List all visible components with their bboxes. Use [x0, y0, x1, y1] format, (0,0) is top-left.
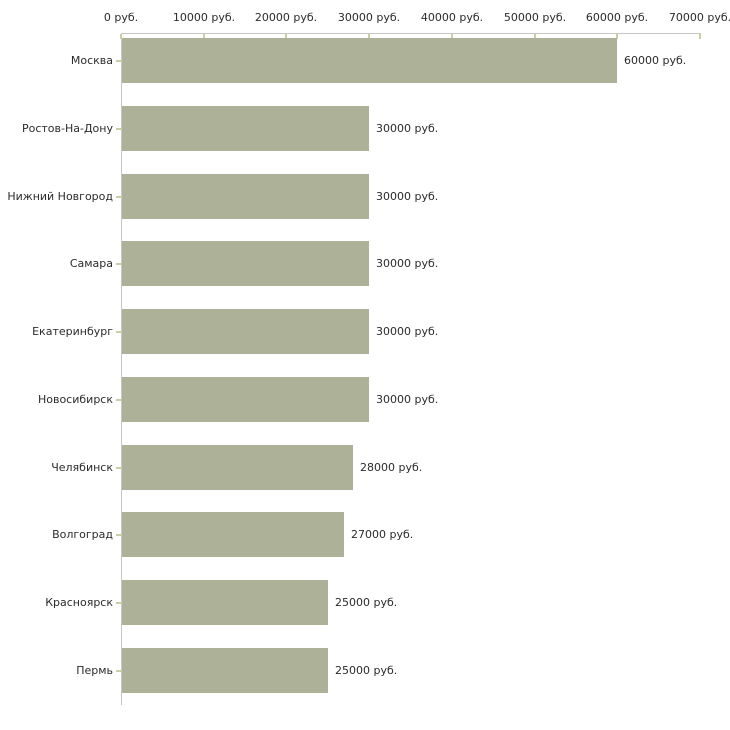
bar: [122, 445, 353, 490]
bar-value-label: 30000 руб.: [376, 122, 439, 135]
x-axis-tick-label: 50000 руб.: [503, 11, 567, 24]
x-axis-tick-label: 60000 руб.: [585, 11, 649, 24]
y-axis-tick: [116, 263, 121, 265]
bar-value-label: 30000 руб.: [376, 393, 439, 406]
x-axis-tick-label: 70000 руб.: [668, 11, 730, 24]
y-axis-tick: [116, 331, 121, 333]
bar-value-label: 28000 руб.: [360, 461, 423, 474]
bar: [122, 648, 328, 693]
x-axis-line: [121, 33, 701, 34]
bar-value-label: 25000 руб.: [335, 596, 398, 609]
bar: [122, 38, 617, 83]
y-axis-tick: [116, 196, 121, 198]
bar: [122, 241, 369, 286]
bar-value-label: 25000 руб.: [335, 664, 398, 677]
bar-value-label: 27000 руб.: [351, 528, 414, 541]
bar-value-label: 30000 руб.: [376, 190, 439, 203]
x-axis-tick: [203, 34, 205, 39]
x-axis-tick: [120, 34, 122, 39]
x-axis-tick: [699, 34, 701, 39]
x-axis-tick-label: 30000 руб.: [337, 11, 401, 24]
category-label: Нижний Новгород: [7, 190, 113, 203]
y-axis-tick: [116, 670, 121, 672]
bar-value-label: 30000 руб.: [376, 325, 439, 338]
bar-value-label: 30000 руб.: [376, 257, 439, 270]
category-label: Пермь: [76, 664, 113, 677]
category-label: Новосибирск: [37, 393, 113, 406]
x-axis-tick-label: 40000 руб.: [420, 11, 484, 24]
category-label: Екатеринбург: [32, 325, 113, 338]
x-axis-tick: [285, 34, 287, 39]
category-label: Ростов-На-Дону: [21, 122, 113, 135]
x-axis-tick: [616, 34, 618, 39]
x-axis-tick: [368, 34, 370, 39]
x-axis-tick-label: 0 руб.: [103, 11, 139, 24]
bar: [122, 106, 369, 151]
y-axis-tick: [116, 128, 121, 130]
bar: [122, 580, 328, 625]
x-axis-tick: [451, 34, 453, 39]
y-axis-tick: [116, 60, 121, 62]
x-axis-tick-label: 10000 руб.: [172, 11, 236, 24]
bar: [122, 512, 344, 557]
category-label: Москва: [70, 54, 113, 67]
x-axis-tick: [534, 34, 536, 39]
category-label: Челябинск: [51, 461, 113, 474]
y-axis-tick: [116, 602, 121, 604]
y-axis-tick: [116, 467, 121, 469]
bar-value-label: 60000 руб.: [624, 54, 687, 67]
bar: [122, 174, 369, 219]
bar: [122, 309, 369, 354]
category-label: Красноярск: [45, 596, 113, 609]
bar: [122, 377, 369, 422]
y-axis-line: [121, 33, 122, 705]
y-axis-tick: [116, 399, 121, 401]
x-axis-tick-label: 20000 руб.: [254, 11, 318, 24]
category-label: Самара: [69, 257, 113, 270]
category-label: Волгоград: [52, 528, 113, 541]
y-axis-tick: [116, 534, 121, 536]
